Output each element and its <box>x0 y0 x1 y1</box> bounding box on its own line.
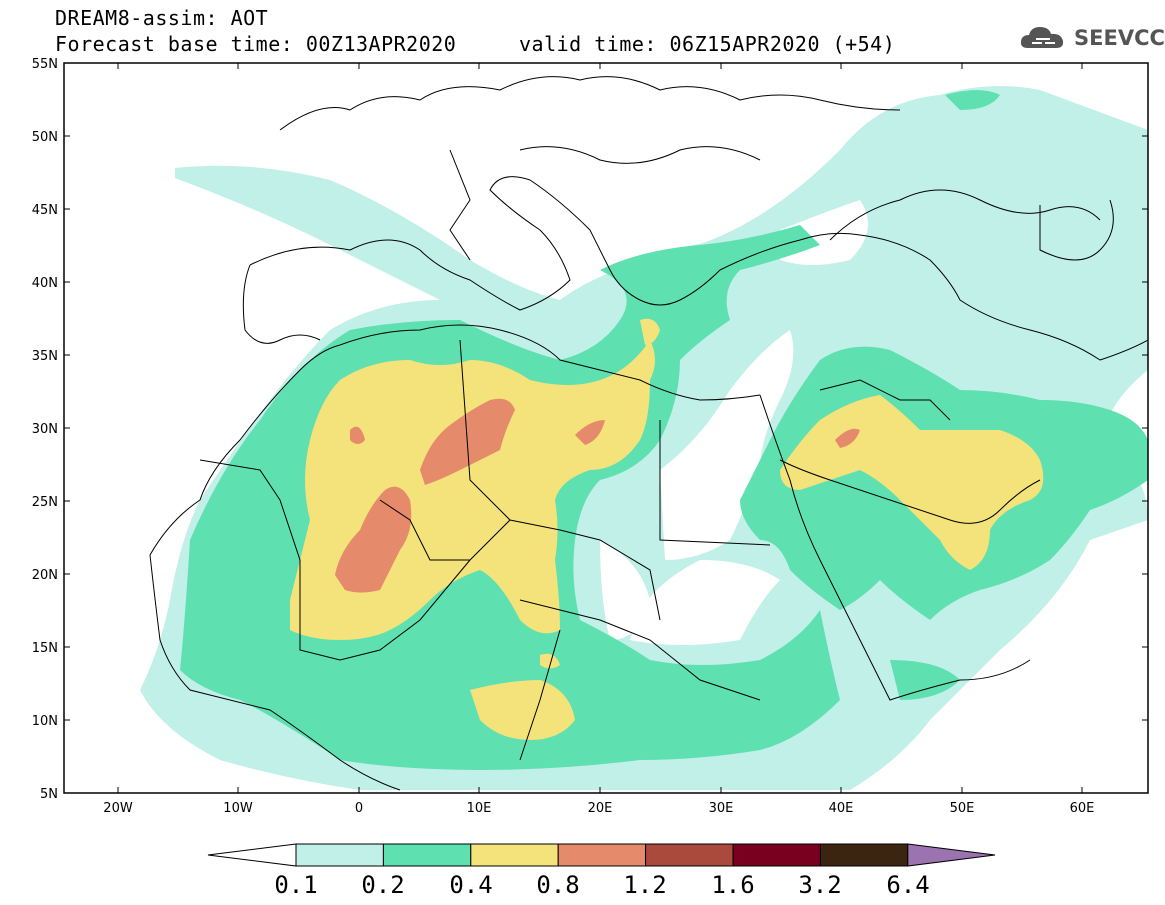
lon-label: 10E <box>467 801 492 816</box>
colorbar-segment <box>207 843 297 867</box>
colorbar: 0.1 0.2 0.4 0.8 1.2 1.6 3.2 6.4 <box>207 843 996 899</box>
lat-label: 5N <box>40 787 58 802</box>
colorbar-segment <box>557 843 647 867</box>
axis-ticks <box>64 62 1148 794</box>
lon-label: 20W <box>103 801 133 816</box>
colorbar-label: 1.2 <box>623 871 666 899</box>
map-title: DREAM8-assim: AOT <box>55 6 269 30</box>
colorbar-segment <box>295 843 384 867</box>
lon-label: 60E <box>1070 801 1095 816</box>
lat-label: 30N <box>32 422 58 437</box>
lat-label: 25N <box>32 495 58 510</box>
lon-label: 50E <box>950 801 975 816</box>
colorbar-label: 0.8 <box>536 871 579 899</box>
lon-label: 30E <box>709 801 734 816</box>
lon-label: 20E <box>588 801 613 816</box>
lon-label: 40E <box>829 801 854 816</box>
lat-label: 35N <box>32 349 58 364</box>
colorbar-segment <box>907 843 996 867</box>
lat-label: 10N <box>32 714 58 729</box>
lat-label: 40N <box>32 276 58 291</box>
lat-label: 55N <box>32 57 58 72</box>
colorbar-segment <box>382 843 472 867</box>
coastlines-and-borders <box>149 76 1148 791</box>
lon-label: 0 <box>355 801 363 816</box>
colorbar-segment <box>470 843 559 867</box>
logo-text: SEEVCCC <box>1074 26 1165 50</box>
seevccc-logo: SEEVCCC <box>1018 22 1165 54</box>
colorbar-label: 3.2 <box>798 871 841 899</box>
colorbar-label: 0.4 <box>449 871 492 899</box>
lon-labels: 20W 10W 0 10E 20E 30E 40E 50E 60E <box>103 801 1094 816</box>
lat-label: 50N <box>32 130 58 145</box>
colorbar-label: 0.2 <box>361 871 404 899</box>
lat-labels: 55N 50N 45N 40N 35N 30N 25N 20N 15N 10N … <box>32 57 58 802</box>
aot-field <box>64 63 1148 793</box>
cloud-logo-icon <box>1020 27 1064 48</box>
lat-label: 15N <box>32 641 58 656</box>
lat-label: 45N <box>32 203 58 218</box>
colorbar-label: 6.4 <box>886 871 929 899</box>
colorbar-segment <box>732 843 821 867</box>
colorbar-segment <box>645 843 734 867</box>
forecast-time-subtitle: Forecast base time: 00Z13APR2020 valid t… <box>55 32 896 56</box>
colorbar-segment <box>819 843 909 867</box>
lat-label: 20N <box>32 568 58 583</box>
colorbar-label: 1.6 <box>711 871 754 899</box>
colorbar-label: 0.1 <box>274 871 317 899</box>
lon-label: 10W <box>223 801 253 816</box>
